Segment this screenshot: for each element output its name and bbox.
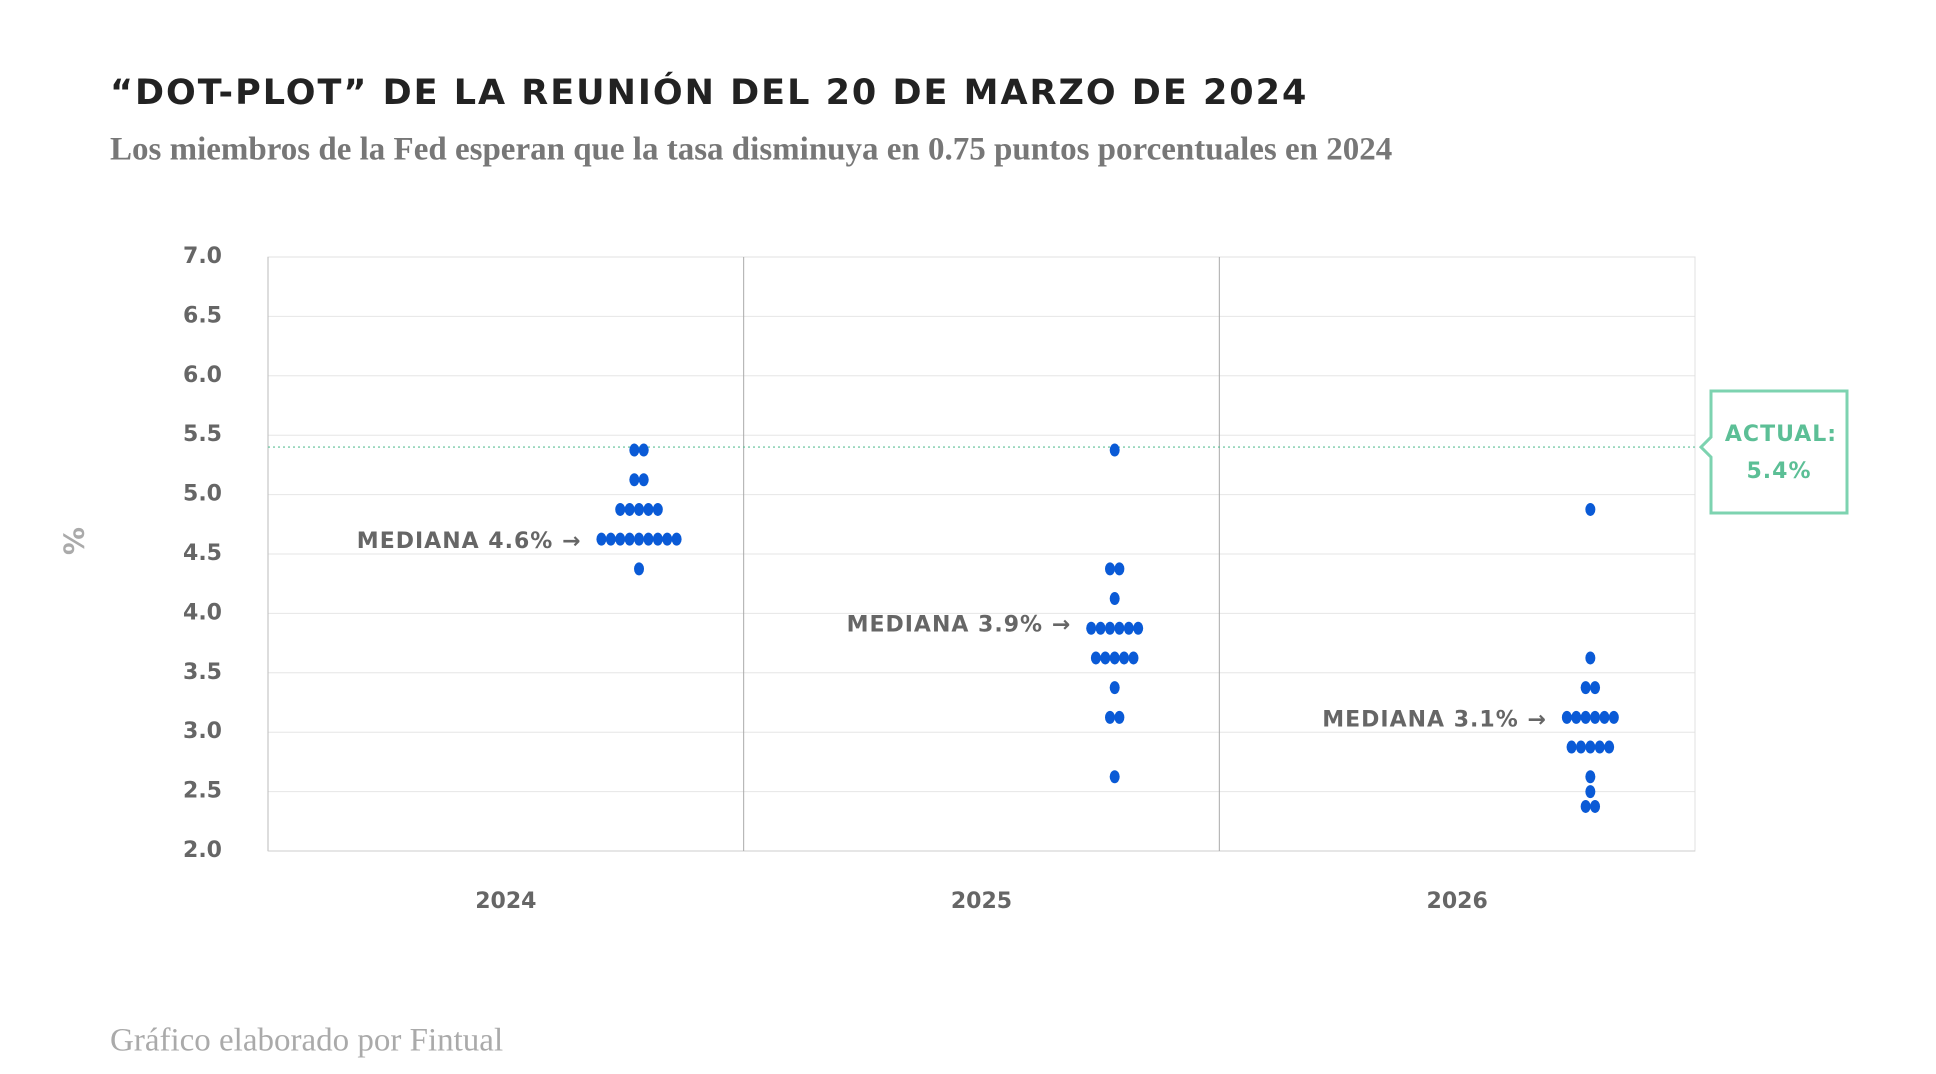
dot [1599, 710, 1610, 724]
y-axis-label: % [57, 527, 90, 555]
y-tick-label: 6.5 [183, 303, 222, 328]
y-tick-label: 3.5 [183, 660, 222, 685]
dot [1580, 710, 1591, 724]
dot [1123, 621, 1134, 635]
chart-subtitle: Los miembros de la Fed esperan que la ta… [110, 132, 1392, 168]
x-tick-label: 2025 [951, 889, 1012, 914]
dot [671, 532, 682, 546]
dot [605, 532, 616, 546]
dot [1128, 651, 1139, 665]
median-annotation: MEDIANA 3.9% → [847, 612, 1072, 637]
dot [1594, 740, 1605, 754]
chart-title: “DOT-PLOT” DE LA REUNIÓN DEL 20 DE MARZO… [110, 71, 1308, 113]
reference-value: 5.4% [1746, 459, 1811, 484]
dot [629, 473, 640, 487]
y-tick-label: 5.0 [183, 482, 222, 507]
dot [624, 502, 635, 516]
dot [634, 532, 645, 546]
median-annotation: MEDIANA 4.6% → [357, 529, 582, 554]
dot [1580, 799, 1591, 813]
dot [1086, 621, 1097, 635]
dot [615, 532, 626, 546]
dot [629, 443, 640, 457]
dot [1104, 621, 1115, 635]
reference-box [1698, 389, 1849, 515]
dot [1109, 651, 1120, 665]
dot [652, 532, 663, 546]
dot [1585, 651, 1596, 665]
dot [643, 502, 654, 516]
reference-label: ACTUAL: [1725, 422, 1837, 447]
median-annotation: MEDIANA 3.1% → [1322, 707, 1547, 732]
dot [1571, 710, 1582, 724]
dot [1095, 621, 1106, 635]
dot [1109, 592, 1120, 606]
dot [1604, 740, 1615, 754]
y-tick-label: 2.0 [183, 838, 222, 863]
dot [1114, 710, 1125, 724]
dot [1585, 770, 1596, 784]
dot [643, 532, 654, 546]
dot [638, 473, 649, 487]
x-tick-label: 2026 [1427, 889, 1488, 914]
dot [1590, 710, 1601, 724]
dot [1566, 740, 1577, 754]
y-tick-label: 7.0 [183, 244, 222, 269]
dot [1585, 785, 1596, 799]
dot [1119, 651, 1130, 665]
dot [634, 502, 645, 516]
dot [1590, 799, 1601, 813]
dot [652, 502, 663, 516]
x-tick-label: 2024 [475, 889, 536, 914]
dot [1114, 621, 1125, 635]
dot [634, 562, 645, 576]
footer: Gráfico elaborado por Fintual [110, 1023, 503, 1059]
dot [1590, 681, 1601, 695]
dot [1575, 740, 1586, 754]
y-tick-label: 6.0 [183, 363, 222, 388]
dot [1109, 681, 1120, 695]
dot [1561, 710, 1572, 724]
y-tick-label: 4.0 [183, 600, 222, 625]
dot [1580, 681, 1591, 695]
y-tick-label: 4.5 [183, 541, 222, 566]
y-tick-label: 3.0 [183, 719, 222, 744]
dot [596, 532, 607, 546]
dot [1608, 710, 1619, 724]
dot [1585, 740, 1596, 754]
dot [624, 532, 635, 546]
dot [615, 502, 626, 516]
dot [1104, 562, 1115, 576]
dot [1100, 651, 1111, 665]
y-tick-label: 2.5 [183, 779, 222, 804]
dot [1109, 770, 1120, 784]
dot [1585, 502, 1596, 516]
dot [1114, 562, 1125, 576]
dot [638, 443, 649, 457]
y-tick-label: 5.5 [183, 422, 222, 447]
dot [1109, 443, 1120, 457]
dot [1090, 651, 1101, 665]
dot [1104, 710, 1115, 724]
dot [1133, 621, 1144, 635]
dot [662, 532, 673, 546]
